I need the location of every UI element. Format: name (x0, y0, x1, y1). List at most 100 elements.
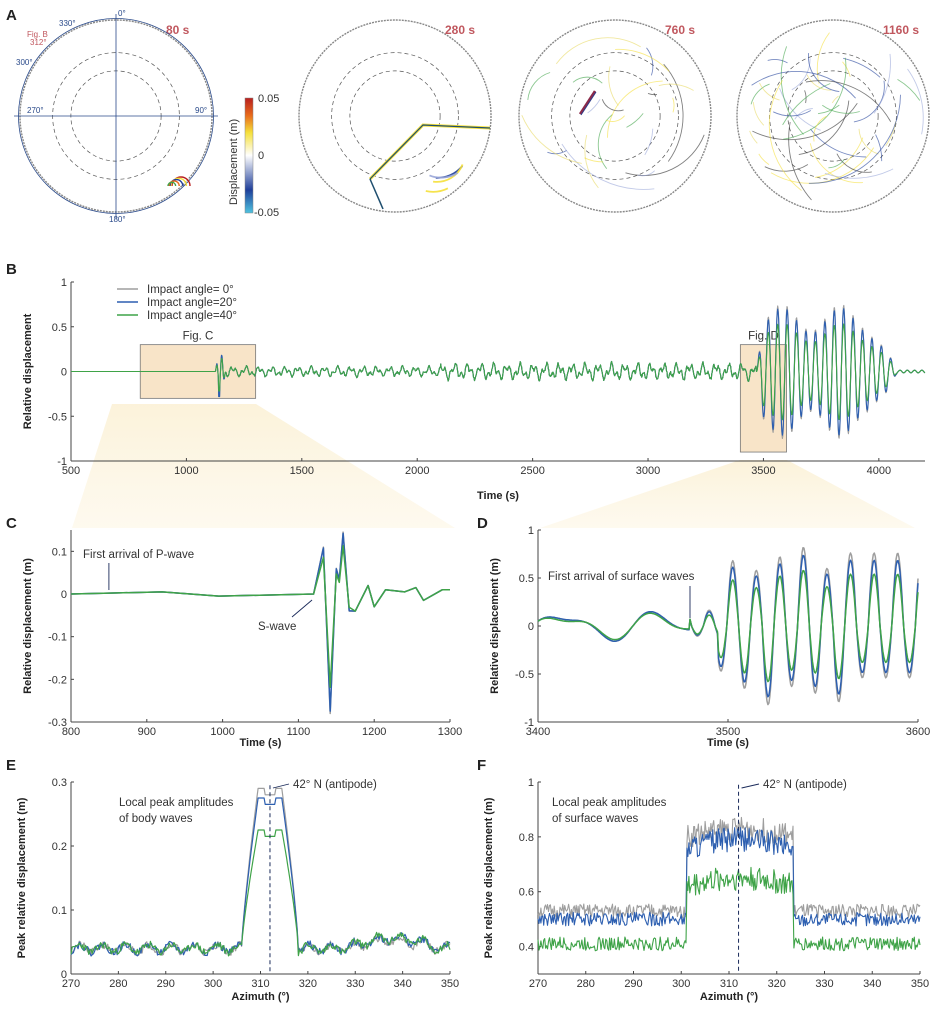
x-tick-label: 320 (299, 978, 317, 990)
zoom-box-d (739, 344, 787, 453)
snapshot-time-0: 80 s (166, 23, 190, 37)
x-tick-label: 3500 (716, 726, 740, 738)
wavefront (782, 83, 831, 126)
x-tick-label: 310 (251, 978, 269, 990)
colorbar (244, 97, 254, 214)
x-tick-label: 320 (768, 978, 786, 990)
colorbar-tick-zero: 0 (258, 150, 264, 162)
y-tick-label: 0.4 (519, 942, 534, 954)
mantle-boundary (331, 52, 459, 180)
wavefront (759, 82, 780, 101)
wavefront-main (368, 123, 491, 181)
annotation-body-waves-1: Local peak amplitudes (119, 797, 234, 809)
wavefront (601, 99, 624, 112)
wavefront (626, 113, 644, 128)
wavefront (780, 46, 804, 135)
colorbar-tick-max: 0.05 (258, 93, 279, 105)
y-tick-label: 0.2 (52, 841, 67, 853)
wavefront (597, 114, 613, 169)
wavefront (561, 143, 655, 190)
wavefront (605, 115, 625, 122)
y-tick-label: -0.5 (515, 669, 534, 681)
wavefront (170, 177, 188, 187)
y-tick-label: 0.5 (52, 322, 67, 334)
fig-b-marker-label: Fig. B (27, 30, 48, 39)
annotation-surface-waves: First arrival of surface waves (548, 571, 695, 583)
x-tick-label: 500 (62, 465, 80, 477)
series-line-angle-20 (537, 827, 921, 927)
y-tick-label: 0 (61, 589, 67, 601)
wavefront (809, 143, 863, 184)
annotation-body-waves-2: of body waves (119, 813, 193, 825)
wavefront (555, 37, 641, 65)
wavefront (521, 115, 582, 164)
wavefront (584, 134, 599, 189)
wavefront (751, 71, 856, 99)
wavefront (806, 74, 832, 91)
chart-B: 500 1000 1500 2000 2500 3000 3500 4000 -1 -0.5 0 0.… (6, 261, 926, 502)
x-tick-label: 1000 (210, 726, 234, 738)
series-line-angle-20 (70, 797, 451, 957)
series-line-angle-40 (70, 829, 451, 957)
y-tick-label: 0.5 (519, 573, 534, 585)
annotation-antipode: 42° N (antipode) (293, 779, 377, 791)
snapshot-time-2: 760 s (665, 23, 695, 37)
x-axis-label: Time (s) (477, 490, 519, 502)
wavefront (817, 104, 840, 115)
x-tick-label: 1500 (290, 465, 314, 477)
wavefront (788, 122, 812, 201)
x-tick-label: 3500 (751, 465, 775, 477)
x-tick-label: 280 (109, 978, 127, 990)
core-boundary (787, 70, 879, 162)
wavefront (625, 134, 705, 176)
outer-circle (518, 19, 712, 213)
x-axis-label: Time (s) (240, 737, 282, 749)
wavefront-main (369, 178, 384, 210)
x-tick-label: 2000 (405, 465, 429, 477)
x-tick-label: 3400 (526, 726, 550, 738)
wavefront (768, 79, 802, 191)
x-tick-label: 280 (577, 978, 595, 990)
wavefront (831, 95, 839, 104)
wavefront (853, 80, 885, 123)
azimuth-180: 180° (109, 215, 126, 224)
y-tick-label: 0.3 (52, 777, 67, 789)
wavefront (672, 97, 675, 113)
x-axis-label: Azimuth (°) (231, 991, 290, 1003)
x-tick-label: 300 (204, 978, 222, 990)
x-tick-label: 330 (346, 978, 364, 990)
wavefront (858, 128, 879, 155)
wavefront (816, 32, 830, 84)
panel-label-a: A (6, 7, 17, 24)
colorbar-tick-min: -0.05 (254, 207, 279, 219)
core-boundary (349, 70, 441, 162)
x-tick-label: 340 (863, 978, 881, 990)
annotation-s-wave: S-wave (258, 621, 296, 633)
panel-label-c: C (6, 515, 17, 532)
y-tick-label: 1 (528, 777, 534, 789)
y-tick-label: 1 (528, 525, 534, 537)
wavefront (808, 94, 901, 184)
wavefront (767, 59, 788, 64)
wavefront (644, 128, 654, 156)
wavefront (663, 63, 684, 162)
zoom-box-label: Fig. D (748, 331, 779, 343)
y-tick-label: 1 (61, 277, 67, 289)
panel-label-b: B (6, 261, 17, 278)
x-tick-label: 1300 (438, 726, 462, 738)
wavefront (779, 88, 821, 131)
y-axis-label: Relative displacement (22, 313, 34, 429)
fig-b-marker-azimuth: 312° (30, 38, 47, 47)
wavefront (527, 72, 551, 100)
wavefront (608, 66, 619, 106)
y-axis-label: Relative displacement (m) (489, 558, 501, 694)
x-tick-label: 350 (441, 978, 459, 990)
wavefront (587, 99, 601, 114)
wavefront (425, 187, 449, 193)
x-tick-label: 290 (157, 978, 175, 990)
x-tick-label: 1000 (174, 465, 198, 477)
azimuth-270: 270° (27, 106, 44, 115)
chart-E: 270 280 290 300 310 320 330 340 350 0 0.1 0.2 0.3 Azi… (6, 757, 459, 1003)
wavefront (647, 92, 658, 96)
